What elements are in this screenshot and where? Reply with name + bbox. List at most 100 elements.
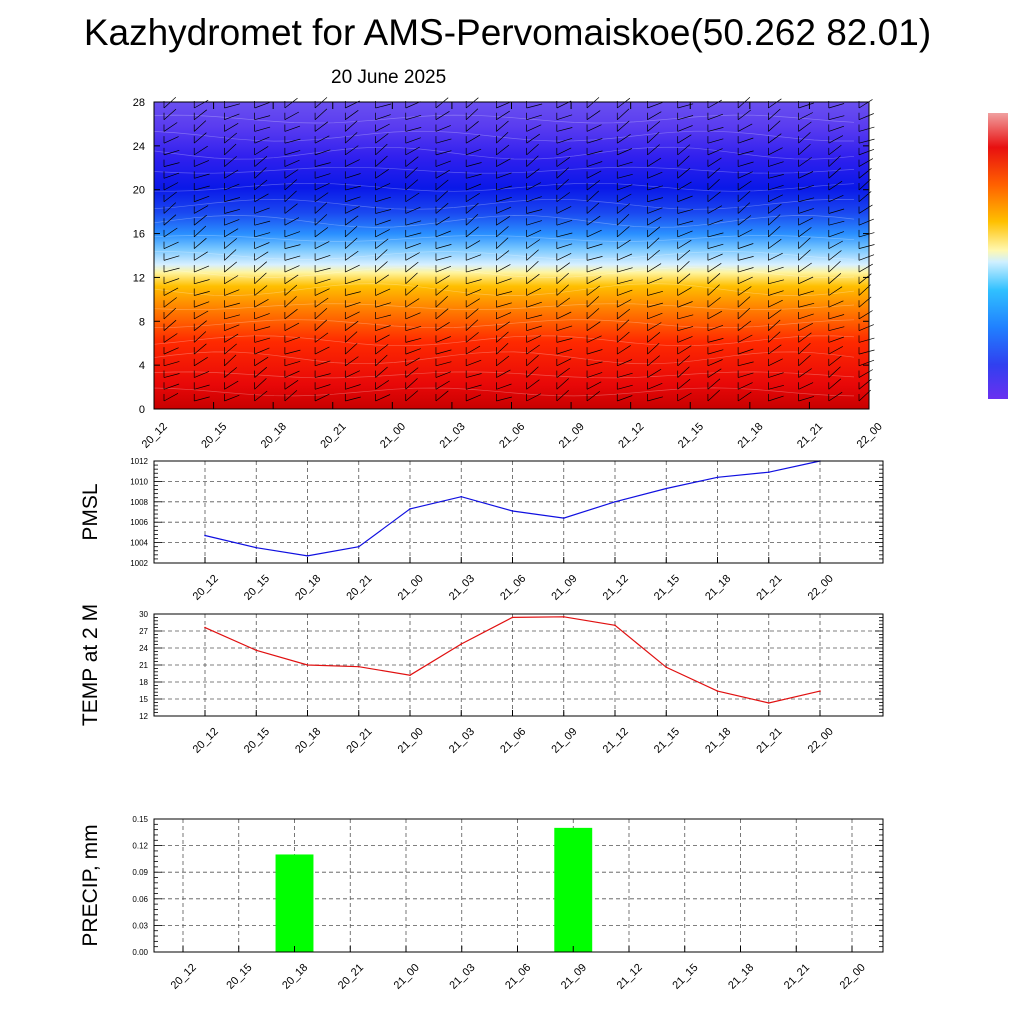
wind-barb [737, 296, 751, 308]
wind-barb [828, 355, 842, 367]
wind-barb [496, 264, 511, 273]
wind-barb [254, 179, 268, 191]
wind-barb [707, 243, 724, 249]
wind-barb [556, 348, 573, 355]
wind-barb [435, 125, 451, 132]
wind-barb [345, 264, 360, 273]
wind-barb [224, 394, 240, 402]
y-tick-label: 20 [133, 185, 145, 197]
wind-barb [738, 137, 754, 144]
wind-barb [435, 361, 452, 367]
wind-barb [737, 202, 751, 214]
wind-barb [798, 237, 811, 249]
wind-barb [647, 216, 662, 226]
wind-barb [163, 278, 180, 285]
wind-barb [163, 108, 177, 120]
y-tick-label: 1010 [130, 477, 148, 486]
wind-barb [284, 203, 298, 214]
temp-panel: 12 15 18 21 24 27 30 20_12 20_15 20_18 20_21 21_00 2… [79, 604, 884, 756]
wind-barb [586, 285, 601, 296]
x-tick-label: 20_15 [199, 421, 229, 451]
wind-barb [435, 336, 451, 343]
wind-barb [526, 249, 539, 261]
wind-barb [466, 267, 482, 273]
wind-barb [194, 195, 210, 203]
wind-barb [224, 354, 237, 367]
wind-barb [435, 308, 449, 320]
wind-barb [707, 148, 723, 156]
wind-barb [737, 307, 751, 320]
wind-barb [405, 325, 422, 332]
wind-barb [768, 395, 784, 402]
wind-barb [163, 96, 177, 109]
wind-barb [707, 205, 723, 214]
wind-barb [738, 348, 754, 355]
wind-barb [586, 308, 600, 320]
wind-barb [314, 214, 328, 226]
wind-barb [526, 133, 540, 144]
wind-barb [647, 197, 663, 203]
wind-barb [163, 202, 177, 214]
wind-barb [284, 265, 300, 273]
x-tick-label: 20_18 [259, 421, 289, 451]
wind-barb [586, 215, 601, 226]
wind-barb [828, 366, 841, 378]
wind-barb [193, 214, 207, 226]
data-point [614, 624, 616, 627]
x-tick-label: 21_06 [503, 962, 533, 992]
wind-barb [617, 120, 630, 132]
wind-barb [556, 167, 569, 179]
wind-barb [224, 289, 240, 296]
wind-barb [737, 190, 751, 203]
wind-barb [707, 263, 722, 273]
wind-barb [798, 171, 814, 179]
wind-barb [194, 279, 210, 285]
wind-barb [526, 354, 539, 367]
wind-barb [163, 122, 178, 132]
wind-barb [194, 384, 210, 390]
contour-line [153, 215, 855, 228]
wind-barb [496, 216, 510, 226]
wind-barb [737, 276, 753, 285]
precip-bar [554, 827, 593, 952]
wind-barb [345, 331, 358, 343]
wind-barb [194, 160, 210, 167]
wind-barb [556, 297, 571, 308]
wind-barb [768, 344, 782, 355]
wind-barb [435, 296, 448, 308]
wind-barb [465, 202, 479, 214]
wind-barb [163, 383, 180, 390]
wind-barb [435, 202, 449, 214]
wind-barb [496, 237, 509, 249]
wind-barb [586, 372, 603, 378]
wind-barb [405, 261, 419, 273]
wind-barb [314, 173, 331, 179]
wind-barb [163, 347, 179, 355]
y-axis-label: TEMP at 2 M [79, 604, 102, 726]
wind-barb [737, 382, 753, 390]
y-tick-label: 1012 [130, 457, 148, 466]
wind-barb [496, 110, 510, 121]
wind-barb [858, 148, 875, 156]
wind-barb [254, 220, 271, 226]
x-tick-label: 21_03 [447, 962, 477, 992]
wind-barb [163, 149, 180, 156]
wind-barb [375, 238, 389, 249]
wind-barb [586, 349, 603, 355]
y-axis-label: PRECIP, mm [79, 824, 102, 946]
wind-barb [526, 196, 542, 203]
wind-barb [526, 273, 540, 285]
wind-barb [284, 179, 298, 191]
wind-barb [828, 346, 843, 355]
wind-barb [284, 150, 301, 156]
x-tick-label: 20_12 [140, 421, 170, 451]
wind-barb [556, 147, 572, 156]
y-tick-label: 0.15 [132, 815, 148, 824]
wind-barb [828, 240, 843, 249]
wind-barb [194, 173, 210, 179]
wind-barb [465, 332, 479, 343]
wind-barb [345, 250, 359, 261]
wind-barb [556, 114, 573, 121]
wind-barb [707, 338, 724, 343]
contour-line [153, 371, 855, 379]
